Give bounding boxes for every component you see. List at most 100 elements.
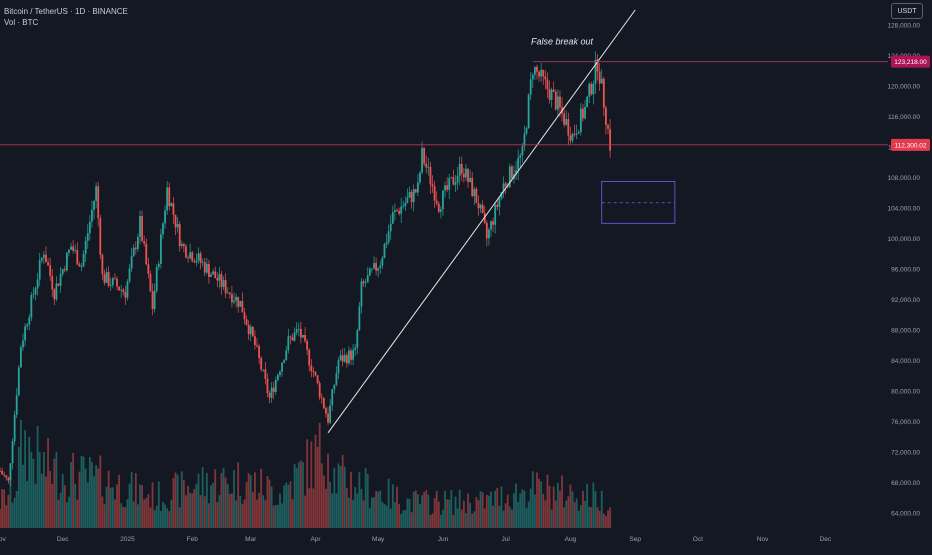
volume-bar (337, 463, 340, 528)
candle-body (187, 257, 189, 259)
candle-body (42, 254, 45, 258)
volume-bar (582, 490, 584, 528)
volume-bar (548, 485, 551, 528)
volume-bar (287, 484, 290, 528)
x-tick-label: Nov (757, 536, 769, 543)
candle-body (97, 186, 100, 219)
candle-body (208, 263, 210, 278)
candle-body (398, 210, 400, 214)
candle-body (341, 355, 344, 362)
candle-body (454, 182, 457, 185)
volume-bar (36, 425, 39, 528)
volume-bar (542, 493, 545, 528)
volume-bar (99, 455, 102, 528)
candle-body (521, 146, 524, 156)
volume-bar (13, 497, 16, 528)
volume-bar (360, 488, 363, 528)
volume-bar (563, 507, 566, 528)
candle-body (114, 278, 116, 280)
volume-bar (318, 422, 321, 528)
candle-body (93, 200, 95, 210)
volume-bar (575, 498, 578, 528)
volume-bar (421, 495, 423, 528)
volume-bar (256, 499, 258, 528)
volume-bar (201, 467, 204, 528)
volume-bar (208, 503, 210, 528)
candle-body (348, 350, 350, 364)
volume-bar (114, 499, 116, 528)
candle-body (393, 210, 396, 213)
volume-bar (116, 484, 118, 528)
volume-bar (377, 491, 380, 528)
candle-body (34, 288, 37, 295)
candle-body (406, 197, 409, 203)
candle-body (149, 273, 152, 292)
volume-bar (239, 495, 242, 528)
candle-body (533, 66, 536, 75)
volume-bar (508, 506, 511, 528)
candle-body (147, 264, 150, 274)
candle-body (327, 413, 329, 423)
volume-bar (53, 458, 56, 528)
volume-bar (157, 481, 160, 528)
volume-bar (260, 468, 263, 528)
x-tick-label: Jun (438, 536, 449, 543)
volume-bar (30, 451, 33, 528)
volume-bar (40, 473, 43, 528)
volume-bar (170, 499, 173, 528)
candle-body (600, 78, 603, 84)
volume-bar (68, 496, 70, 528)
annotation-false-break-out[interactable]: False break out (531, 36, 594, 46)
candle-body (592, 83, 595, 95)
candle-body (53, 289, 56, 300)
drawings[interactable]: False break out (0, 9, 888, 434)
x-axis[interactable]: Nov Dec 2025 Feb Mar Apr May Jun Jul Aug Sep Oct Nov… (0, 536, 832, 543)
volume-bar (134, 473, 137, 528)
volume-bar (172, 478, 175, 528)
volume-bar (97, 468, 100, 528)
candle-body (550, 89, 553, 100)
volume-bar (88, 457, 91, 528)
volume-bar (38, 452, 41, 528)
candle-body (381, 258, 384, 266)
candle-body (91, 209, 93, 222)
volume-bar (180, 471, 183, 528)
candle-body (285, 350, 288, 361)
volume-bar (174, 472, 177, 528)
volume-bar (584, 500, 586, 528)
candle-body (492, 221, 495, 225)
volume-bar (212, 483, 215, 528)
candle-body (276, 375, 279, 380)
volume-bar (473, 511, 476, 528)
candle-body (318, 383, 321, 398)
volume-bar (406, 498, 409, 528)
volume-bar (490, 491, 492, 528)
volume-bar (235, 500, 238, 528)
candle-body (552, 89, 555, 92)
candle-body (400, 206, 403, 214)
y-axis[interactable]: 128,000.00124,000.00120,000.00116,000.00… (887, 23, 920, 518)
volume-bar (61, 473, 64, 528)
candle-body (356, 330, 359, 348)
candle-body (565, 119, 568, 125)
currency-unit-button[interactable]: USDT (891, 3, 923, 19)
volume-bar (241, 503, 244, 528)
volume-bar (400, 514, 403, 528)
trendline[interactable] (327, 9, 636, 434)
candle-body (170, 203, 173, 207)
volume-bar (592, 482, 595, 528)
candle-body (3, 474, 6, 476)
candle-body (308, 349, 311, 366)
volume-bar (291, 499, 294, 528)
candle-body (389, 223, 392, 232)
candle-body (124, 291, 127, 298)
candle-body (423, 147, 426, 164)
candle-body (343, 355, 346, 362)
candle-body (15, 395, 18, 415)
volume-bar (243, 499, 246, 528)
volume-bar (218, 495, 221, 528)
volume-bar (408, 498, 411, 528)
volume-bar (381, 501, 384, 528)
